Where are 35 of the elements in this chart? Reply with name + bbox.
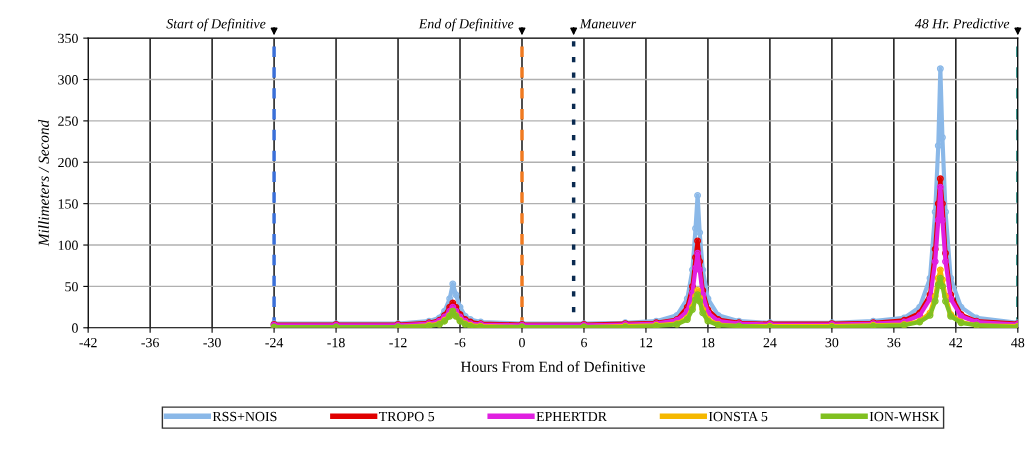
ref-line-label: End of Definitive	[418, 18, 514, 32]
y-tick-label: 150	[58, 199, 78, 209]
x-tick-label: -30	[203, 337, 221, 348]
ref-line-label: Start of Definitive	[166, 18, 266, 32]
ref-line-label: Maneuver	[579, 19, 637, 29]
legend-label: ION-WHSK	[869, 411, 940, 422]
y-tick-label: 250	[58, 116, 78, 126]
x-tick-label: 48	[1011, 337, 1025, 348]
x-tick-label: 12	[640, 337, 653, 348]
legend-label: RSS+NOIS	[212, 411, 277, 422]
x-tick-label: -36	[141, 337, 159, 348]
x-tick-label: -42	[79, 337, 97, 348]
y-tick-label: 50	[65, 281, 78, 292]
x-tick-label: 6	[581, 337, 588, 348]
x-tick-label: 24	[763, 337, 777, 348]
y-tick-label: 300	[58, 75, 78, 85]
x-tick-label: 36	[887, 337, 901, 348]
x-tick-label: 42	[949, 337, 963, 348]
x-tick-label: -6	[454, 337, 466, 348]
y-tick-label: 350	[58, 33, 78, 44]
legend-label: IONSTA 5	[708, 411, 768, 422]
x-axis-title: Hours From End of Definitive	[460, 361, 645, 372]
y-axis-title: Millimeters / Second	[38, 119, 49, 247]
legend-label: EPHERTDR	[536, 411, 607, 422]
x-tick-label: -12	[389, 337, 407, 348]
ref-line-label: 48 Hr. Predictive	[914, 18, 1010, 29]
x-tick-label: 30	[825, 337, 839, 348]
x-tick-label: -24	[265, 337, 284, 348]
y-tick-label: 100	[58, 240, 78, 250]
x-tick-label: 0	[519, 337, 525, 348]
x-tick-label: 18	[702, 337, 715, 348]
y-tick-label: 200	[58, 157, 78, 168]
y-tick-label: 0	[72, 323, 78, 333]
x-tick-label: -18	[327, 337, 345, 348]
legend-label: TROPO 5	[378, 411, 435, 422]
